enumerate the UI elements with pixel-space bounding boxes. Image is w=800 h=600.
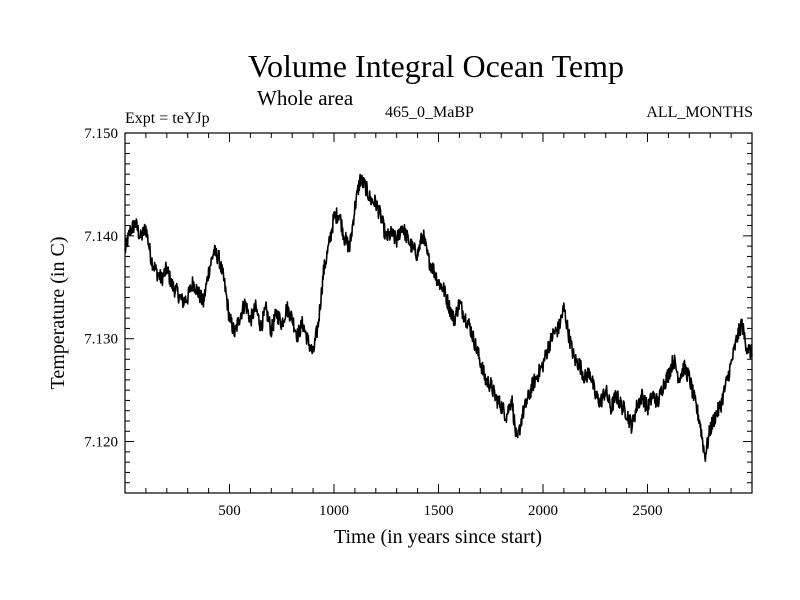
temperature-series-line	[124, 173, 753, 462]
y-axis-label: Temperature (in C)	[47, 237, 69, 390]
plot-frame	[124, 132, 753, 494]
experiment-name: 465_0_MaBP	[385, 104, 474, 121]
x-tick-label: 2500	[633, 503, 663, 519]
experiment-label: Expt = teYJp	[125, 110, 210, 127]
x-axis: 500 1000 1500 2000 2500	[145, 133, 732, 519]
page-title: Volume Integral Ocean Temp	[247, 48, 624, 84]
y-tick-label: 7.120	[84, 435, 118, 451]
x-tick-label: 500	[218, 503, 241, 519]
region-subtitle: Whole area	[257, 86, 354, 110]
months-label: ALL_MONTHS	[646, 104, 753, 121]
x-tick-label: 1000	[319, 503, 349, 519]
y-tick-label: 7.140	[84, 229, 118, 245]
y-tick-label: 7.150	[84, 126, 118, 142]
x-tick-label: 2000	[528, 503, 558, 519]
y-axis: 7.120 7.130 7.140 7.150	[84, 126, 752, 484]
x-axis-label: Time (in years since start)	[334, 526, 542, 548]
y-tick-label: 7.130	[84, 332, 118, 348]
x-tick-label: 1500	[424, 503, 454, 519]
